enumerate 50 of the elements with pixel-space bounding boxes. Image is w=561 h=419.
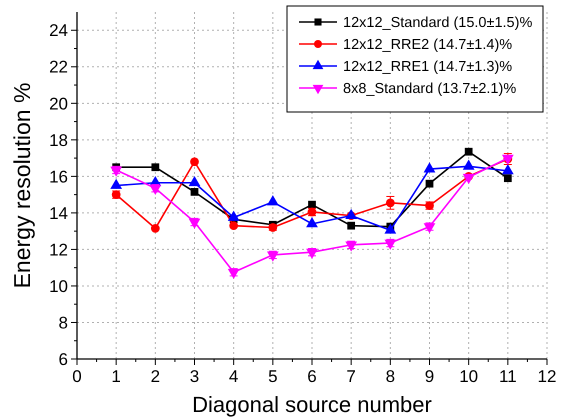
y-tick-label: 24 [49, 21, 68, 40]
point [188, 218, 200, 229]
point [424, 223, 436, 234]
point [190, 188, 198, 196]
x-tick-label: 6 [307, 367, 317, 386]
x-tick-label: 9 [424, 367, 434, 386]
point [345, 241, 358, 252]
point [151, 163, 160, 172]
x-tick-label: 7 [346, 367, 356, 386]
legend-label: 12x12_Standard (15.0±1.5)% [343, 15, 532, 32]
y-tick-label: 18 [49, 130, 68, 150]
point [504, 174, 512, 182]
point [384, 240, 396, 250]
point [229, 221, 238, 230]
x-tick-label: 0 [72, 367, 82, 386]
point [464, 148, 473, 156]
point [424, 162, 436, 172]
y-tick-label: 6 [58, 350, 68, 369]
point [190, 157, 199, 166]
legend-label: 8x8_Standard (13.7±2.1)% [343, 81, 516, 98]
point [462, 160, 475, 170]
point [426, 180, 434, 188]
x-tick-label: 11 [499, 367, 517, 386]
legend-label: 12x12_RRE1 (14.7±1.3)% [343, 59, 512, 76]
y-axis-title: Energy resolution % [9, 82, 35, 288]
x-tick-label: 3 [190, 367, 200, 386]
y-tick-label: 22 [49, 58, 68, 77]
point [502, 164, 514, 174]
y-tick-label: 12 [49, 240, 68, 260]
x-tick-label: 2 [150, 367, 160, 386]
x-tick-label: 12 [538, 367, 556, 386]
point [150, 224, 160, 233]
point [308, 200, 316, 209]
point [347, 222, 356, 230]
x-tick-label: 4 [228, 367, 238, 386]
point [306, 248, 318, 259]
point [266, 252, 279, 262]
y-tick-label: 8 [58, 313, 68, 332]
x-tick-label: 8 [386, 367, 396, 386]
y-tick-label: 10 [49, 276, 68, 296]
point [228, 268, 240, 280]
x-axis-title: Diagonal source number [192, 392, 432, 417]
y-tick-label: 16 [49, 167, 68, 186]
y-tick-label: 20 [49, 94, 68, 114]
y-tick-label: 14 [49, 204, 68, 223]
x-tick-label: 5 [268, 367, 278, 386]
legend-label: 12x12_RRE2 (14.7±1.4)% [343, 37, 512, 54]
x-tick-label: 10 [459, 367, 478, 386]
point [386, 198, 395, 208]
x-tick-label: 1 [111, 367, 121, 386]
